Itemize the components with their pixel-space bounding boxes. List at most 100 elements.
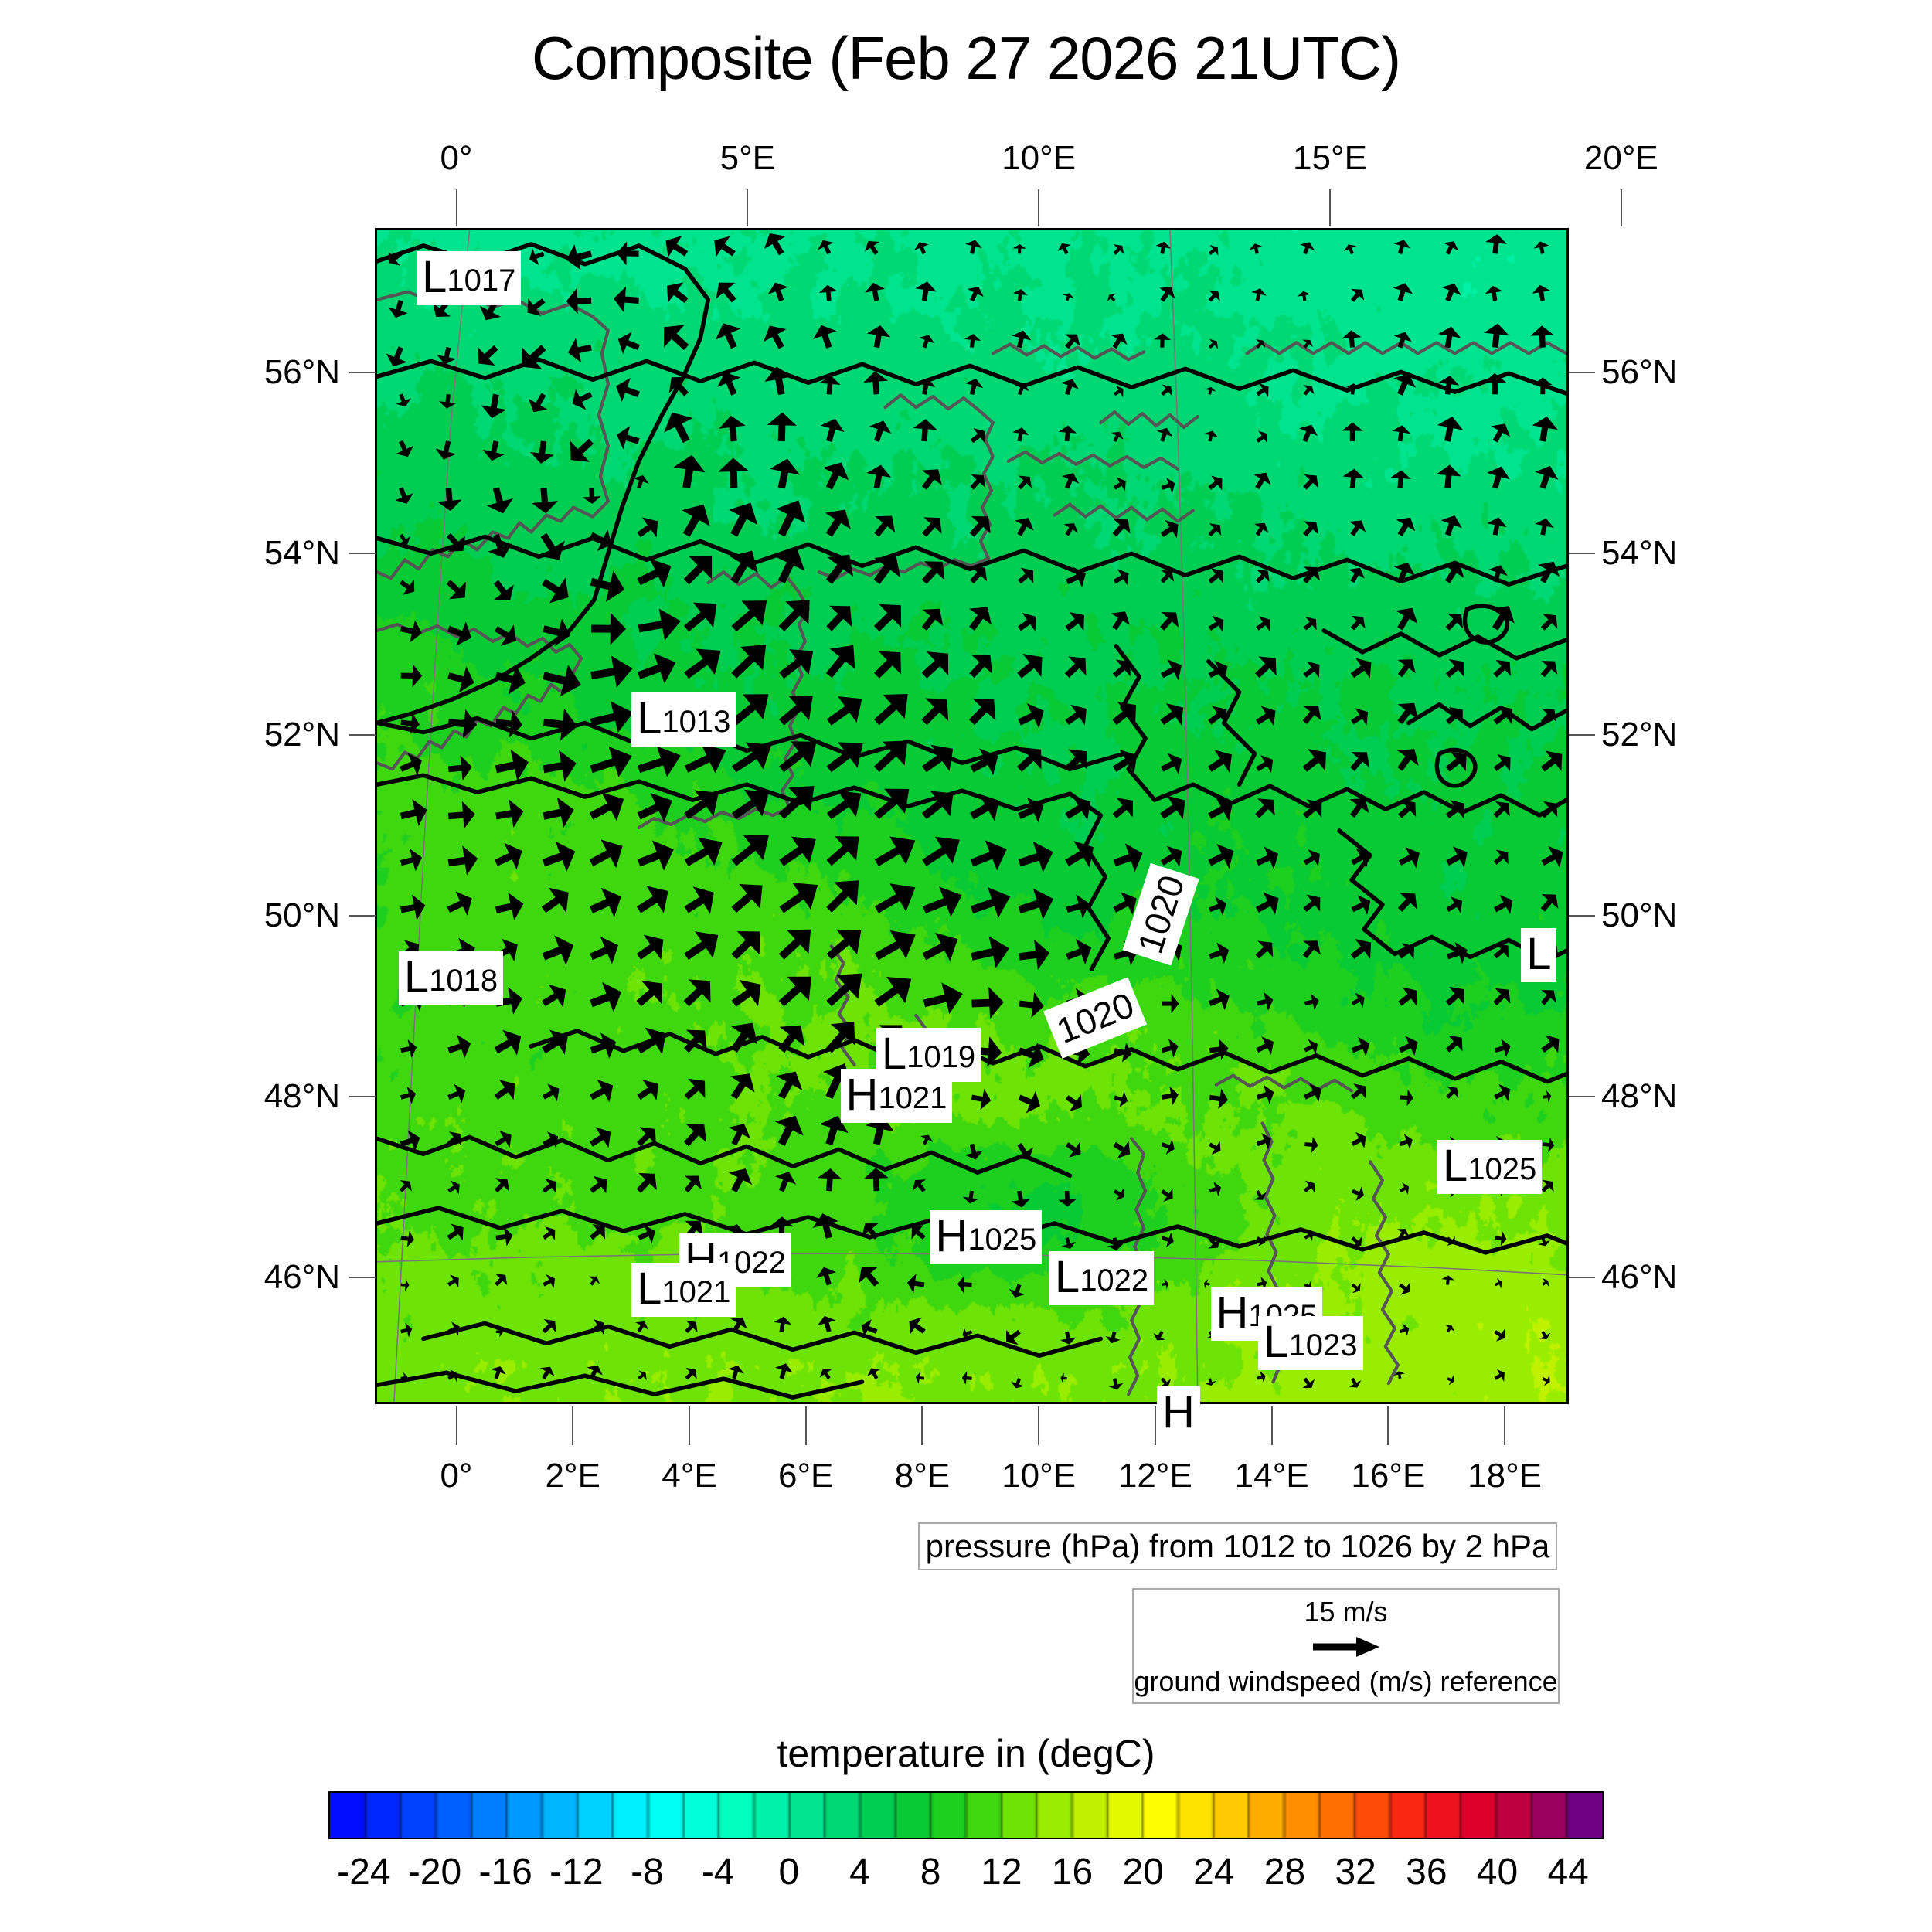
wind-vector-shaft xyxy=(682,514,701,537)
wind-vector-head xyxy=(973,428,985,444)
wind-vector-shaft xyxy=(1492,570,1501,583)
wind-vector-shaft xyxy=(1539,291,1546,301)
wind-vector-shaft xyxy=(1397,754,1412,771)
wind-vector-shaft xyxy=(589,849,613,867)
wind-vector-shaft xyxy=(1113,481,1123,490)
wind-vector-shaft xyxy=(1540,898,1553,912)
wind-vector-shaft xyxy=(1113,574,1125,584)
wind-vector-shaft xyxy=(1444,382,1452,395)
wind-vector-shaft xyxy=(542,578,561,595)
wind-vector-shaft xyxy=(1017,386,1025,396)
wind-vector-head xyxy=(1532,284,1551,294)
wind-vector-shaft xyxy=(1065,1331,1070,1340)
wind-vector-head xyxy=(866,325,891,338)
wind-vector-head xyxy=(1015,1147,1034,1160)
wind-vector-head xyxy=(1028,1043,1044,1068)
wind-vector-head xyxy=(673,454,706,473)
wind-vector-shaft xyxy=(969,291,978,302)
wind-vector-shaft xyxy=(1493,993,1506,1005)
wind-vector-head xyxy=(495,1178,509,1192)
wind-vector-shaft xyxy=(1114,1048,1126,1056)
wind-vector-shaft xyxy=(683,563,706,585)
wind-vector-head xyxy=(1496,1277,1502,1289)
wind-vector-head xyxy=(971,515,991,534)
wind-vector-head xyxy=(1261,1132,1271,1150)
wind-vector-head xyxy=(539,540,565,560)
wind-vector-shaft xyxy=(1066,573,1080,585)
wind-vector-shaft xyxy=(674,421,690,444)
wind-vector-shaft xyxy=(1397,244,1405,254)
wind-vector-head xyxy=(770,1216,794,1227)
axis-right-tick-label: 52°N xyxy=(1601,715,1678,753)
wind-vector-head xyxy=(1034,939,1049,970)
wind-vector-shaft xyxy=(1017,432,1023,442)
wind-vector-shaft xyxy=(1160,291,1170,302)
wind-vector-shaft xyxy=(1397,897,1412,912)
wind-vector-head xyxy=(934,932,958,961)
wind-vector-shaft xyxy=(969,244,976,254)
axis-tick xyxy=(1569,553,1595,555)
wind-vector-head xyxy=(461,801,475,829)
wind-vector-shaft xyxy=(1398,993,1413,1006)
axis-tick xyxy=(1329,189,1331,226)
wind-vector-head xyxy=(688,979,711,1003)
wind-vector-shaft xyxy=(778,984,803,1007)
wind-vector-head xyxy=(1393,283,1413,294)
wind-vector-head xyxy=(1218,1088,1228,1110)
wind-vector-shaft xyxy=(1208,248,1216,255)
wind-vector-head xyxy=(818,240,834,250)
wind-vector-shaft xyxy=(672,243,689,257)
wind-vector-head xyxy=(1496,1328,1505,1342)
wind-vector-shaft xyxy=(1542,1281,1547,1286)
axis-top-tick-label: 20°E xyxy=(1583,139,1658,177)
wind-vector-head xyxy=(957,1275,964,1294)
wind-vector-shaft xyxy=(543,1137,554,1147)
wind-vector-head xyxy=(1355,1131,1366,1148)
wind-vector-shaft xyxy=(1351,855,1364,866)
wind-vector-shaft xyxy=(970,803,991,820)
wind-vector-shaft xyxy=(874,845,903,866)
wind-vector-shaft xyxy=(1302,710,1316,724)
wind-vector-head xyxy=(1031,992,1044,1019)
wind-vector-shaft xyxy=(495,760,518,774)
wind-vector-shaft xyxy=(1255,477,1265,490)
wind-vector-shaft xyxy=(1539,473,1550,489)
wind-vector-shaft xyxy=(1397,569,1408,583)
wind-vector-shaft xyxy=(874,702,899,726)
pressure-center-label-l-1021: L1021 xyxy=(631,1263,736,1318)
wind-vector-head xyxy=(1441,1275,1454,1281)
axis-tick xyxy=(455,189,457,226)
wind-vector-head xyxy=(874,556,900,578)
wind-vector-head xyxy=(1402,1182,1410,1195)
wind-vector-shaft xyxy=(1494,1090,1506,1100)
pressure-legend-text: pressure (hPa) from 1012 to 1026 by 2 hP… xyxy=(925,1528,1550,1564)
wind-vector-head xyxy=(560,708,578,741)
wind-vector-shaft xyxy=(778,1079,794,1100)
wind-vector-shaft xyxy=(969,383,977,396)
wind-vector-head xyxy=(909,1317,922,1335)
wind-vector-head xyxy=(1161,611,1179,628)
wind-vector-head xyxy=(555,841,576,872)
wind-vector-head xyxy=(788,696,813,721)
axis-right-tick-label: 56°N xyxy=(1601,353,1678,392)
wind-vector-head xyxy=(914,242,929,250)
wind-vector-shaft xyxy=(865,1271,879,1287)
wind-vector-head xyxy=(964,378,984,389)
axis-bottom-tick-label: 14°E xyxy=(1234,1457,1309,1495)
wind-vector-shaft xyxy=(825,471,840,490)
wind-vector-shaft xyxy=(1304,1283,1310,1288)
colorbar-tick-label: 20 xyxy=(1122,1852,1164,1893)
wind-reference-box: 15 m/s ground windspeed (m/s) reference xyxy=(1132,1588,1560,1704)
wind-vector-shaft xyxy=(732,1321,742,1333)
wind-vector-head xyxy=(1357,895,1371,915)
wind-vector-shaft xyxy=(778,607,802,631)
wind-vector-head xyxy=(531,501,559,514)
wind-vector-shaft xyxy=(1065,617,1080,631)
wind-vector-head xyxy=(987,1036,1002,1067)
wind-vector-head xyxy=(1119,750,1138,774)
wind-vector-shaft xyxy=(1255,292,1261,301)
wind-vector-shaft xyxy=(1018,852,1042,867)
wind-vector-shaft xyxy=(1445,992,1460,1006)
wind-vector-head xyxy=(1058,1199,1077,1207)
wind-vector-head xyxy=(1107,1243,1124,1251)
